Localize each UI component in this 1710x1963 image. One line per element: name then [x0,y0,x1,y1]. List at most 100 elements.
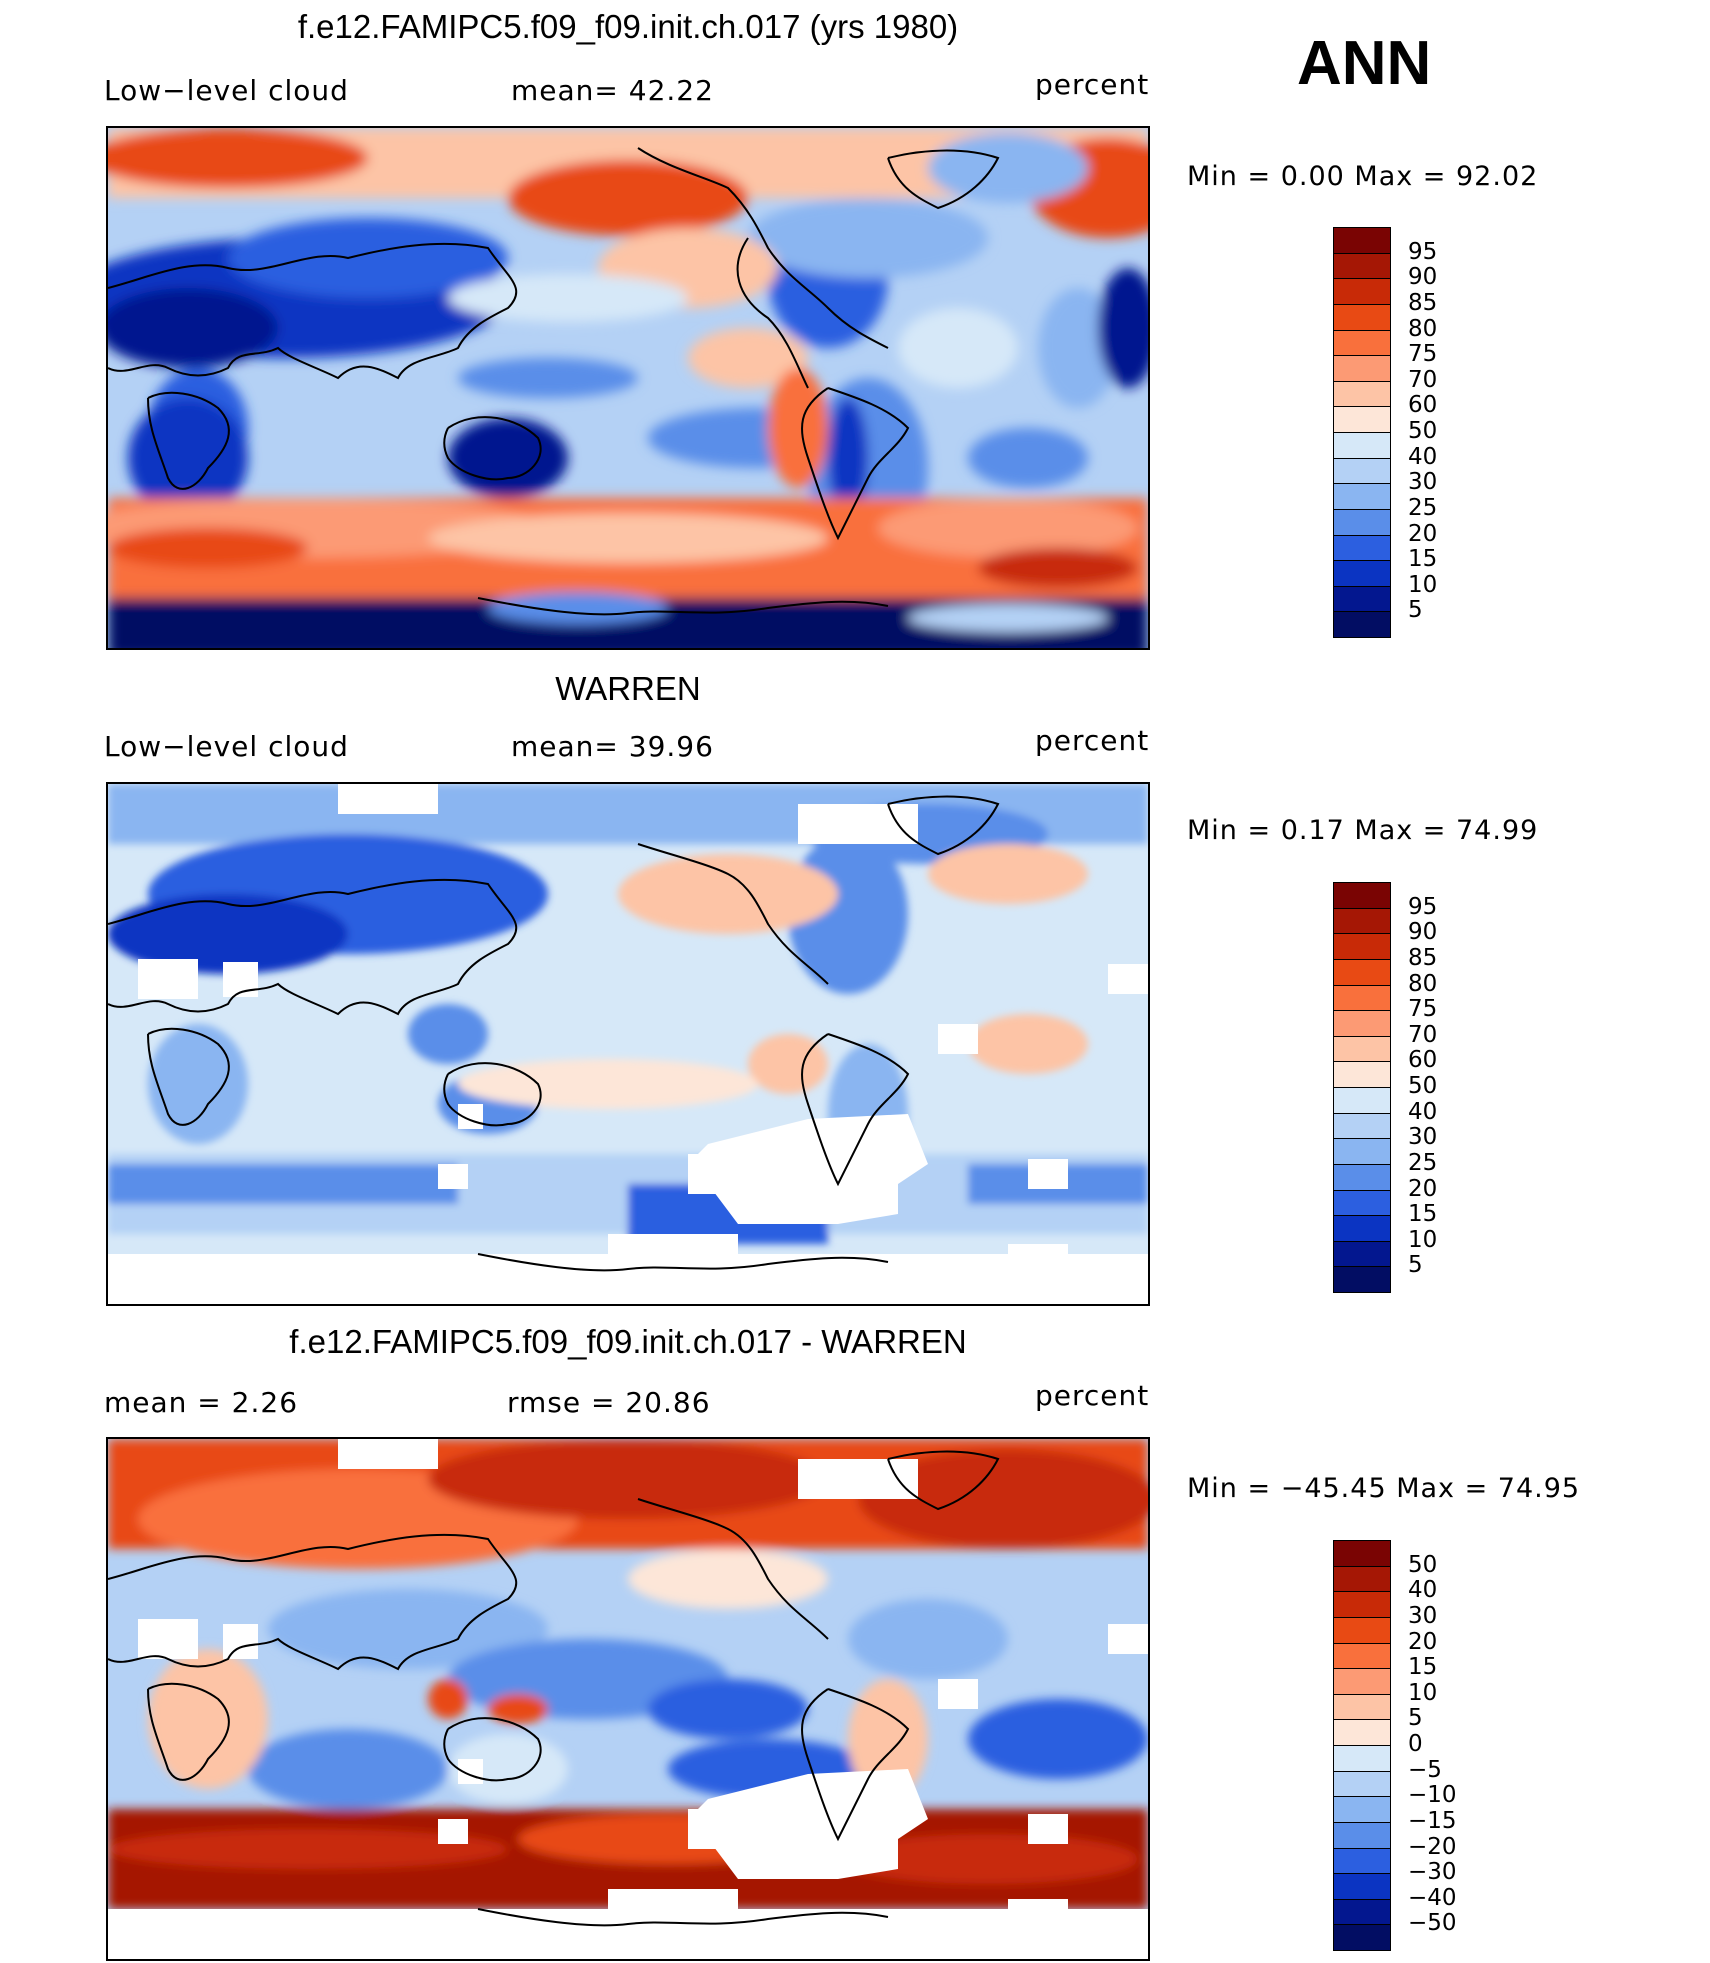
colorbar-label: 75 [1408,996,1438,1023]
colorbar-label: 75 [1408,341,1438,368]
colorbar-label: 50 [1408,418,1438,444]
colorbar-label: 95 [1408,893,1438,920]
colorbar-label: 5 [1408,1705,1423,1732]
panel-2-colorbar: 95 90 85 80 75 70 60 50 40 30 25 20 15 10 5 [1333,882,1473,1293]
colorbar-label: 95 [1408,238,1438,265]
colorbar-swatch [1333,1215,1391,1242]
panel-1-units-label: percent [1035,68,1150,101]
colorbar-swatch [1333,432,1391,459]
colorbar-label: −40 [1408,1884,1457,1911]
colorbar-label: 40 [1408,443,1438,470]
colorbar-swatch [1333,1719,1391,1746]
colorbar-label: 30 [1408,1602,1438,1629]
colorbar-swatch [1333,1873,1391,1900]
panel-3-colorbar: 50 40 30 20 15 10 5 0 −5 −10 −15 −20 −30 −40 −50 [1333,1540,1473,1951]
panel-3-title: f.e12.FAMIPC5.f09_f09.init.ch.017 - WARR… [289,1323,967,1360]
colorbar-label: −30 [1408,1859,1457,1886]
colorbar-swatch [1333,227,1391,254]
colorbar-swatch [1333,1240,1391,1268]
colorbar-swatch [1333,933,1391,960]
colorbar-swatch [1333,355,1391,382]
colorbar-label: 70 [1408,1021,1438,1048]
colorbar-swatch [1333,611,1391,638]
colorbar-label: 60 [1408,1047,1438,1074]
colorbar-swatch [1333,1035,1391,1063]
colorbar-label: 15 [1408,1201,1438,1228]
colorbar-label: 30 [1408,1124,1438,1151]
colorbar-swatch [1333,882,1391,909]
colorbar-swatch [1333,406,1391,433]
colorbar-label: 5 [1408,1252,1423,1279]
colorbar-label: 15 [1408,546,1438,573]
colorbar-label: −50 [1408,1910,1457,1937]
colorbar-swatch [1333,1540,1391,1567]
colorbar-label: 80 [1408,315,1438,342]
panel-1-variable-label: Low−level cloud [104,74,349,107]
colorbar-swatch [1333,1642,1391,1670]
colorbar-label: 20 [1408,520,1438,547]
panel-3-min-max: Min = −45.45 Max = 74.95 [1187,1473,1581,1504]
colorbar-label: 20 [1408,1175,1438,1202]
colorbar-label: 90 [1408,919,1438,946]
colorbar-label: 60 [1408,392,1438,419]
colorbar-swatch [1333,1796,1391,1823]
panel-2-title: WARREN [555,670,701,707]
colorbar-swatch [1333,278,1391,305]
colorbar-swatch [1333,252,1391,280]
colorbar-swatch [1333,534,1391,562]
colorbar-swatch [1333,1266,1391,1293]
colorbar-label: 40 [1408,1098,1438,1125]
colorbar-label: 85 [1408,944,1438,971]
colorbar-label: 20 [1408,1628,1438,1655]
colorbar-swatch [1333,1847,1391,1875]
colorbar-label: 25 [1408,1149,1438,1176]
colorbar-label: 50 [1408,1073,1438,1099]
colorbar-label: 10 [1408,1226,1438,1253]
colorbar-label: 90 [1408,264,1438,291]
panel-2-min-max: Min = 0.17 Max = 74.99 [1187,815,1539,846]
colorbar-label: 5 [1408,597,1423,624]
colorbar-swatch [1333,1591,1391,1618]
colorbar-swatch [1333,1112,1391,1140]
colorbar-swatch [1333,907,1391,935]
colorbar-label: 40 [1408,1577,1438,1604]
colorbar-swatch [1333,457,1391,485]
colorbar-swatch [1333,508,1391,536]
colorbar-swatch [1333,958,1391,986]
colorbar-swatch [1333,483,1391,510]
colorbar-swatch [1333,984,1391,1012]
panel-1-map [106,126,1150,650]
colorbar-swatch [1333,1693,1391,1721]
colorbar-swatch [1333,1087,1391,1114]
colorbar-swatch [1333,1010,1391,1037]
colorbar-swatch [1333,1565,1391,1593]
colorbar-label: 80 [1408,970,1438,997]
colorbar-label: −20 [1408,1833,1457,1860]
panel-1-title: f.e12.FAMIPC5.f09_f09.init.ch.017 (yrs 1… [297,8,959,45]
colorbar-swatch [1333,1061,1391,1088]
panel-3-mean-label: mean = 2.26 [104,1386,299,1419]
colorbar-swatch [1333,1821,1391,1849]
colorbar-label: −15 [1408,1807,1457,1834]
colorbar-swatch [1333,380,1391,408]
panel-2-map-svg [108,784,1148,1304]
colorbar-label: 85 [1408,289,1438,316]
panel-2-map [106,782,1150,1306]
colorbar-label: 0 [1408,1731,1423,1757]
panel-1-min-max: Min = 0.00 Max = 92.02 [1187,161,1539,192]
colorbar-swatch [1333,1163,1391,1191]
colorbar-label: 30 [1408,469,1438,496]
panel-3-map [106,1437,1150,1961]
colorbar-swatch [1333,560,1391,587]
colorbar-swatch [1333,1770,1391,1798]
colorbar-swatch [1333,1668,1391,1695]
panel-3-map-svg [108,1439,1148,1959]
colorbar-swatch [1333,1616,1391,1644]
panel-2-units-label: percent [1035,724,1150,757]
panel-1-map-svg [108,128,1148,648]
colorbar-label: −10 [1408,1782,1457,1809]
colorbar-label: 70 [1408,366,1438,393]
colorbar-label: 50 [1408,1551,1438,1578]
colorbar-label: 25 [1408,494,1438,521]
colorbar-swatch [1333,329,1391,357]
